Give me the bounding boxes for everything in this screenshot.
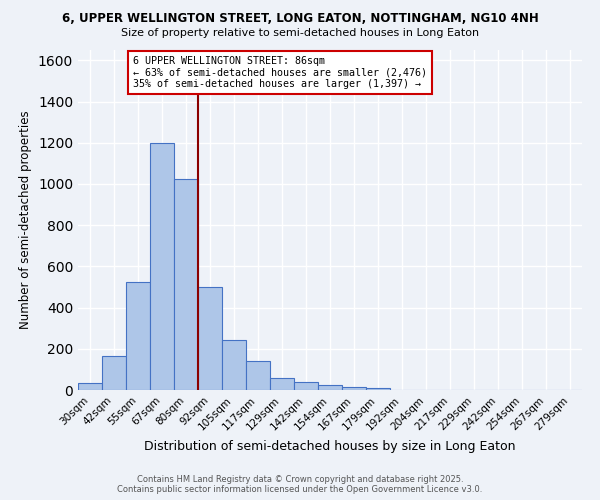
Bar bbox=[174, 179, 198, 390]
Bar bbox=[270, 378, 294, 390]
Bar bbox=[198, 287, 222, 390]
Bar bbox=[102, 356, 126, 390]
X-axis label: Distribution of semi-detached houses by size in Long Eaton: Distribution of semi-detached houses by … bbox=[144, 440, 516, 453]
Text: 6, UPPER WELLINGTON STREET, LONG EATON, NOTTINGHAM, NG10 4NH: 6, UPPER WELLINGTON STREET, LONG EATON, … bbox=[62, 12, 538, 26]
Bar bbox=[78, 383, 102, 390]
Bar bbox=[342, 387, 366, 390]
Bar bbox=[222, 340, 246, 390]
Bar bbox=[318, 385, 342, 390]
Text: Contains HM Land Registry data © Crown copyright and database right 2025.
Contai: Contains HM Land Registry data © Crown c… bbox=[118, 474, 482, 494]
Bar bbox=[150, 142, 174, 390]
Bar bbox=[126, 282, 150, 390]
Bar bbox=[294, 382, 318, 390]
Bar bbox=[246, 361, 270, 390]
Y-axis label: Number of semi-detached properties: Number of semi-detached properties bbox=[19, 110, 32, 330]
Text: 6 UPPER WELLINGTON STREET: 86sqm
← 63% of semi-detached houses are smaller (2,47: 6 UPPER WELLINGTON STREET: 86sqm ← 63% o… bbox=[133, 56, 427, 90]
Bar bbox=[366, 388, 390, 390]
Text: Size of property relative to semi-detached houses in Long Eaton: Size of property relative to semi-detach… bbox=[121, 28, 479, 38]
